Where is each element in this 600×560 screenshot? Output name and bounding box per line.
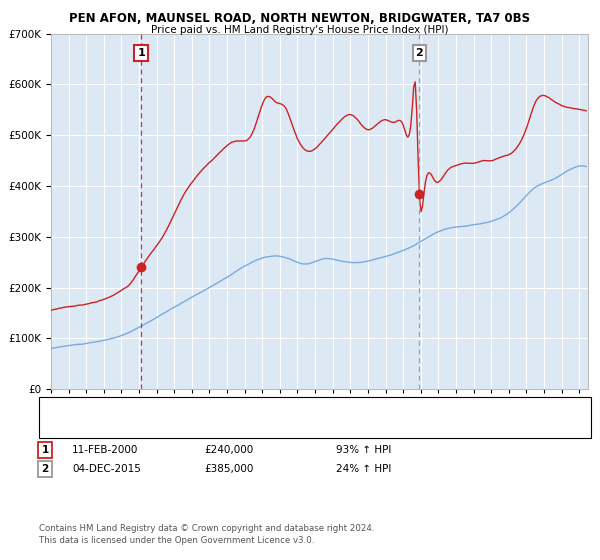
Text: 1: 1 <box>41 445 49 455</box>
Text: £240,000: £240,000 <box>204 445 253 455</box>
Text: 2: 2 <box>41 464 49 474</box>
Text: 24% ↑ HPI: 24% ↑ HPI <box>336 464 391 474</box>
Text: Price paid vs. HM Land Registry's House Price Index (HPI): Price paid vs. HM Land Registry's House … <box>151 25 449 35</box>
Text: 2: 2 <box>415 48 423 58</box>
Text: 93% ↑ HPI: 93% ↑ HPI <box>336 445 391 455</box>
Text: £385,000: £385,000 <box>204 464 253 474</box>
Text: Contains HM Land Registry data © Crown copyright and database right 2024.
This d: Contains HM Land Registry data © Crown c… <box>39 524 374 545</box>
Text: HPI: Average price, detached house, Somerset: HPI: Average price, detached house, Some… <box>77 417 298 426</box>
Text: 1: 1 <box>137 48 145 58</box>
Text: PEN AFON, MAUNSEL ROAD, NORTH NEWTON, BRIDGWATER, TA7 0BS (detached house): PEN AFON, MAUNSEL ROAD, NORTH NEWTON, BR… <box>77 403 492 412</box>
Text: 11-FEB-2000: 11-FEB-2000 <box>72 445 139 455</box>
Text: 04-DEC-2015: 04-DEC-2015 <box>72 464 141 474</box>
Text: PEN AFON, MAUNSEL ROAD, NORTH NEWTON, BRIDGWATER, TA7 0BS: PEN AFON, MAUNSEL ROAD, NORTH NEWTON, BR… <box>70 12 530 25</box>
